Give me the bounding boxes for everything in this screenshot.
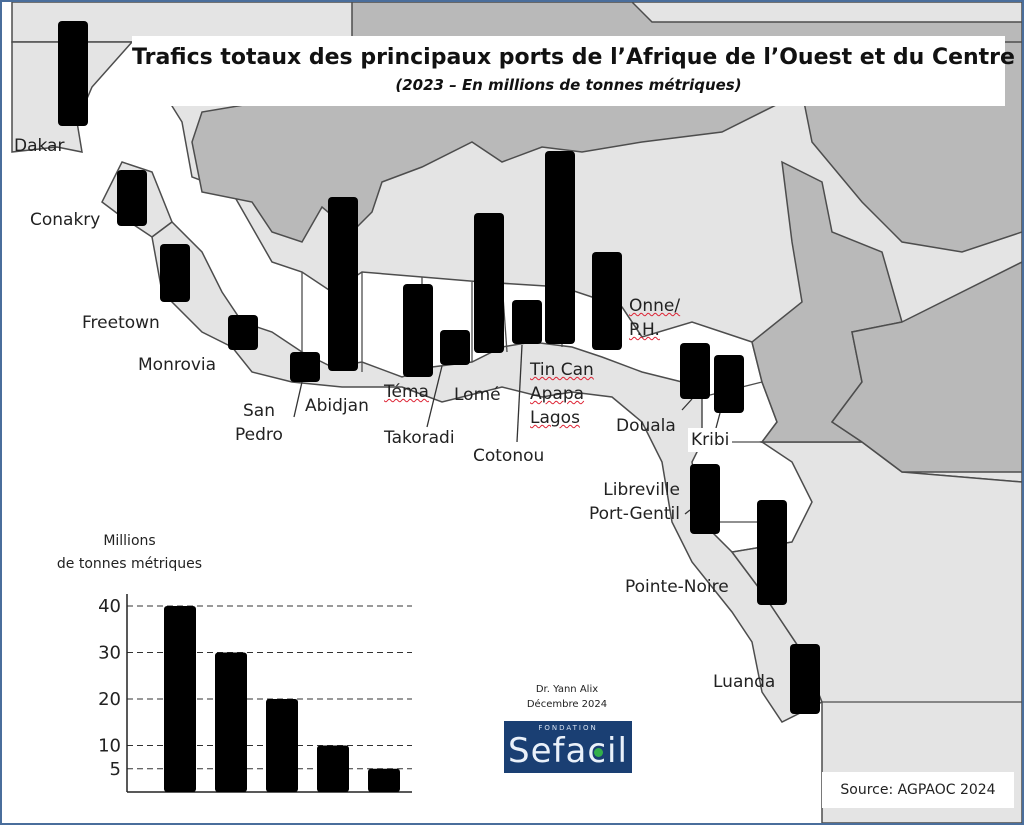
legend-tick-label: 40 xyxy=(98,596,121,617)
legend-bar xyxy=(368,768,400,792)
legend-tick-label: 30 xyxy=(98,643,121,664)
port-label: San Pedro xyxy=(235,401,283,445)
port-bar xyxy=(160,244,190,302)
port-bar xyxy=(714,355,744,413)
port-bar xyxy=(680,343,710,399)
port-bar xyxy=(474,213,504,353)
label-connector-line xyxy=(516,344,523,443)
legend-axis-title-line: de tonnes métriques xyxy=(56,556,203,572)
port-label: Takoradi xyxy=(384,428,455,448)
port-bar xyxy=(790,644,820,714)
logo-dot-icon xyxy=(594,748,603,757)
port-bar xyxy=(757,500,787,605)
port-bar xyxy=(403,284,433,377)
port-label: Libreville Port-Gentil xyxy=(589,480,680,524)
label-connector-line xyxy=(426,365,443,428)
port-label: Luanda xyxy=(713,672,776,692)
port-bar xyxy=(545,151,575,344)
legend-bar xyxy=(164,606,196,792)
label-connector-line xyxy=(681,398,693,411)
port-label: Monrovia xyxy=(138,355,217,375)
label-connector-line xyxy=(684,509,691,515)
port-label: Pointe-Noire xyxy=(625,577,729,597)
port-bar xyxy=(228,315,258,350)
port-bar xyxy=(512,300,542,344)
label-connector-line xyxy=(293,381,303,418)
port-label: Cotonou xyxy=(473,446,545,466)
chart-title: Trafics totaux des principaux ports de l… xyxy=(132,45,1015,70)
legend-tick-label: 20 xyxy=(98,689,121,710)
port-label: Conakry xyxy=(30,210,101,230)
port-label: Abidjan xyxy=(305,396,369,416)
port-bar xyxy=(328,197,358,371)
port-bar xyxy=(690,464,720,534)
port-bar xyxy=(58,21,88,126)
logo-name: Sefacil xyxy=(508,731,628,771)
author-credit: Dr. Yann Alix Décembre 2024 xyxy=(507,682,627,712)
legend-tick-label: 10 xyxy=(98,736,121,757)
port-label: Kribi xyxy=(688,428,733,452)
author-name: Dr. Yann Alix xyxy=(535,684,599,695)
label-connector-line xyxy=(715,412,721,429)
legend-bar xyxy=(215,652,247,792)
sefacil-logo: FONDATION Sefacil xyxy=(504,721,632,773)
chart-subtitle: (2023 – En millions de tonnes métriques) xyxy=(395,76,742,94)
port-bar xyxy=(592,252,622,350)
legend-bar xyxy=(266,699,298,792)
logo-top-text: FONDATION xyxy=(538,724,598,732)
port-label: Dakar xyxy=(14,136,65,156)
port-bar xyxy=(440,330,470,365)
port-label: Freetown xyxy=(82,313,160,333)
port-label: Onne/P.H. xyxy=(629,296,681,340)
legend-axis-title: Millions de tonnes métriques xyxy=(42,530,217,576)
source-note: Source: AGPAOC 2024 xyxy=(822,772,1014,808)
port-label: Téma xyxy=(384,382,429,402)
port-label: Lomé xyxy=(454,385,501,405)
scale-legend-chart: 510 20 30 40 xyxy=(98,594,412,793)
port-bar xyxy=(117,170,147,226)
legend-bar xyxy=(317,745,349,792)
title-box: Trafics totaux des principaux ports de l… xyxy=(132,36,1015,106)
port-bar xyxy=(290,352,320,382)
credit-date: Décembre 2024 xyxy=(526,699,608,710)
legend-axis-title-text: Millions de tonnes métriques xyxy=(42,530,217,576)
port-label: Douala xyxy=(616,416,676,436)
port-label: Tin Can Apapa Lagos xyxy=(530,360,594,428)
legend-tick-label: 5 xyxy=(110,759,121,780)
legend-axis-title-line: Millions xyxy=(103,533,156,549)
